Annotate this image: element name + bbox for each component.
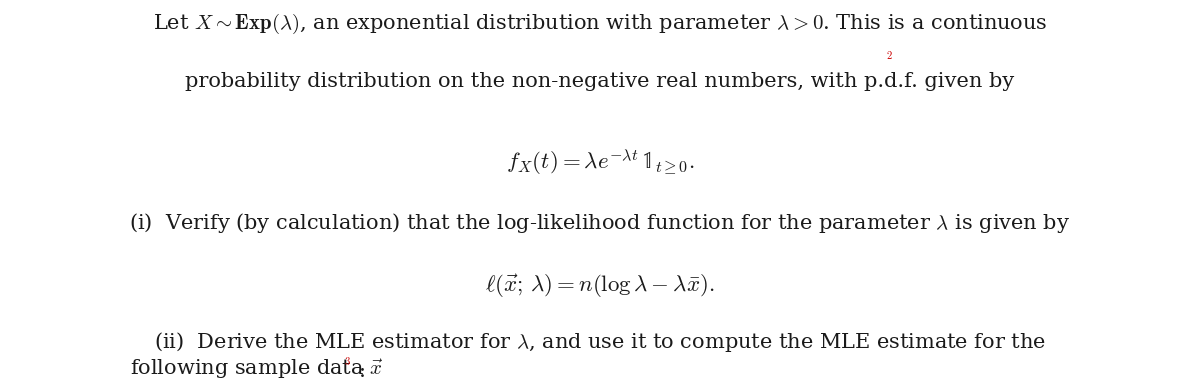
Text: (ii)  Derive the MLE estimator for $\lambda$, and use it to compute the MLE esti: (ii) Derive the MLE estimator for $\lamb… xyxy=(154,330,1046,354)
Text: probability distribution on the non-negative real numbers, with p.d.f. given by: probability distribution on the non-nega… xyxy=(185,72,1015,91)
Text: Let $X \sim \mathbf{Exp}(\lambda)$, an exponential distribution with parameter $: Let $X \sim \mathbf{Exp}(\lambda)$, an e… xyxy=(152,11,1048,35)
Text: following sample data $\vec{x}$: following sample data $\vec{x}$ xyxy=(130,357,383,381)
Text: :: : xyxy=(359,362,366,381)
Text: (i)  Verify (by calculation) that the log-likelihood function for the parameter : (i) Verify (by calculation) that the log… xyxy=(130,211,1070,235)
Text: $^2$: $^2$ xyxy=(886,52,894,66)
Text: $f_X(t) = \lambda e^{-\lambda t}\,\mathbb{1}_{t\geq 0}.$: $f_X(t) = \lambda e^{-\lambda t}\,\mathb… xyxy=(505,147,695,177)
Text: $^3$: $^3$ xyxy=(344,357,352,371)
Text: $\ell(\vec{x};\, \lambda) = n(\log \lambda - \lambda\bar{x}).$: $\ell(\vec{x};\, \lambda) = n(\log \lamb… xyxy=(485,272,715,300)
